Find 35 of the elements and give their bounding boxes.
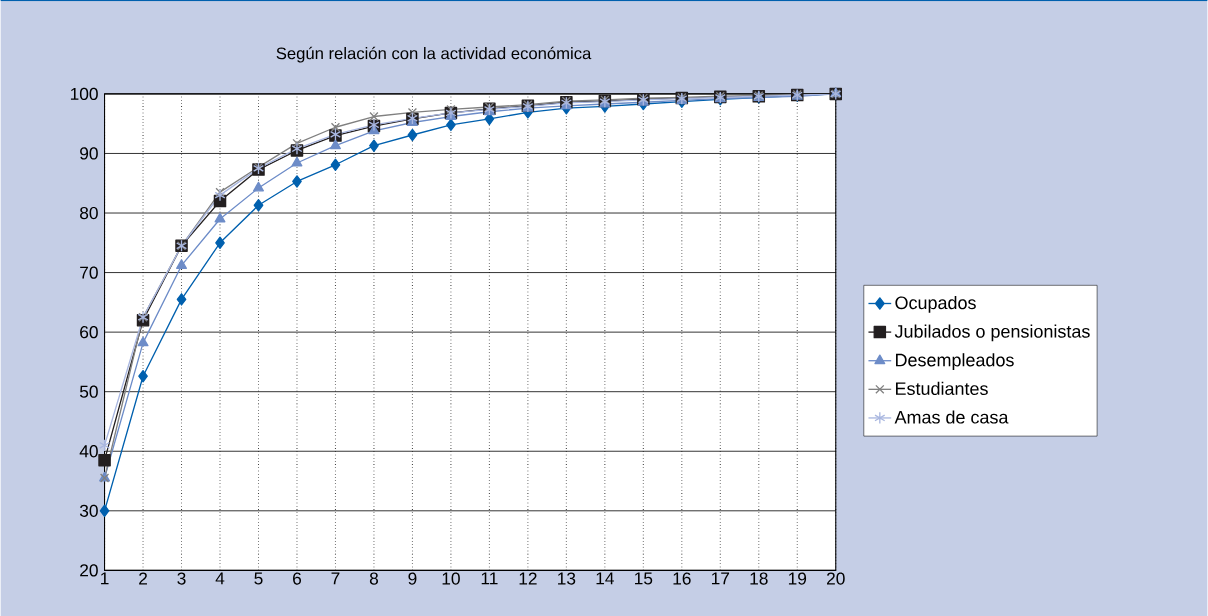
x-tick-label: 1 [101,572,109,585]
x-tick-label: 12 [519,572,537,585]
x-tick-label: 7 [331,572,340,585]
y-tick-label: 50 [79,385,98,398]
legend-label: Jubilados o pensionistas [894,324,1090,342]
x-tick-label: 10 [442,572,460,585]
x-tick-label: 5 [254,572,263,585]
x-tick-label: 3 [177,572,186,585]
legend-label: Estudiantes [896,381,988,395]
y-tick-label: 40 [79,444,98,458]
chart-title: Según relación con la actividad económica [276,46,592,63]
x-tick-label: 17 [711,572,730,585]
x-tick-label: 16 [673,572,691,585]
x-tick-label: 8 [369,572,379,585]
x-tick-label: 13 [558,572,576,585]
x-tick-label: 11 [481,572,498,585]
x-tick-label: 4 [215,572,225,585]
x-tick-label: 6 [293,572,302,585]
x-tick-label: 2 [139,572,147,585]
x-tick-label: 18 [750,572,768,585]
x-tick-label: 9 [408,572,417,585]
y-tick-label: 60 [80,325,98,339]
y-tick-label: 70 [80,266,98,279]
x-tick-label: 20 [827,572,845,585]
y-tick-label: 100 [70,87,98,100]
legend-label: Ocupados [895,295,976,313]
y-tick-label: 90 [80,147,98,160]
x-tick-label: 19 [788,572,807,585]
x-tick-label: 15 [635,572,653,585]
y-tick-label: 20 [80,564,98,577]
legend-label: Desempleados [896,353,1014,370]
legend-label: Amas de casa [894,410,1009,424]
y-tick-label: 30 [79,504,98,517]
y-tick-label: 80 [80,206,98,219]
x-tick-label: 14 [596,572,614,585]
